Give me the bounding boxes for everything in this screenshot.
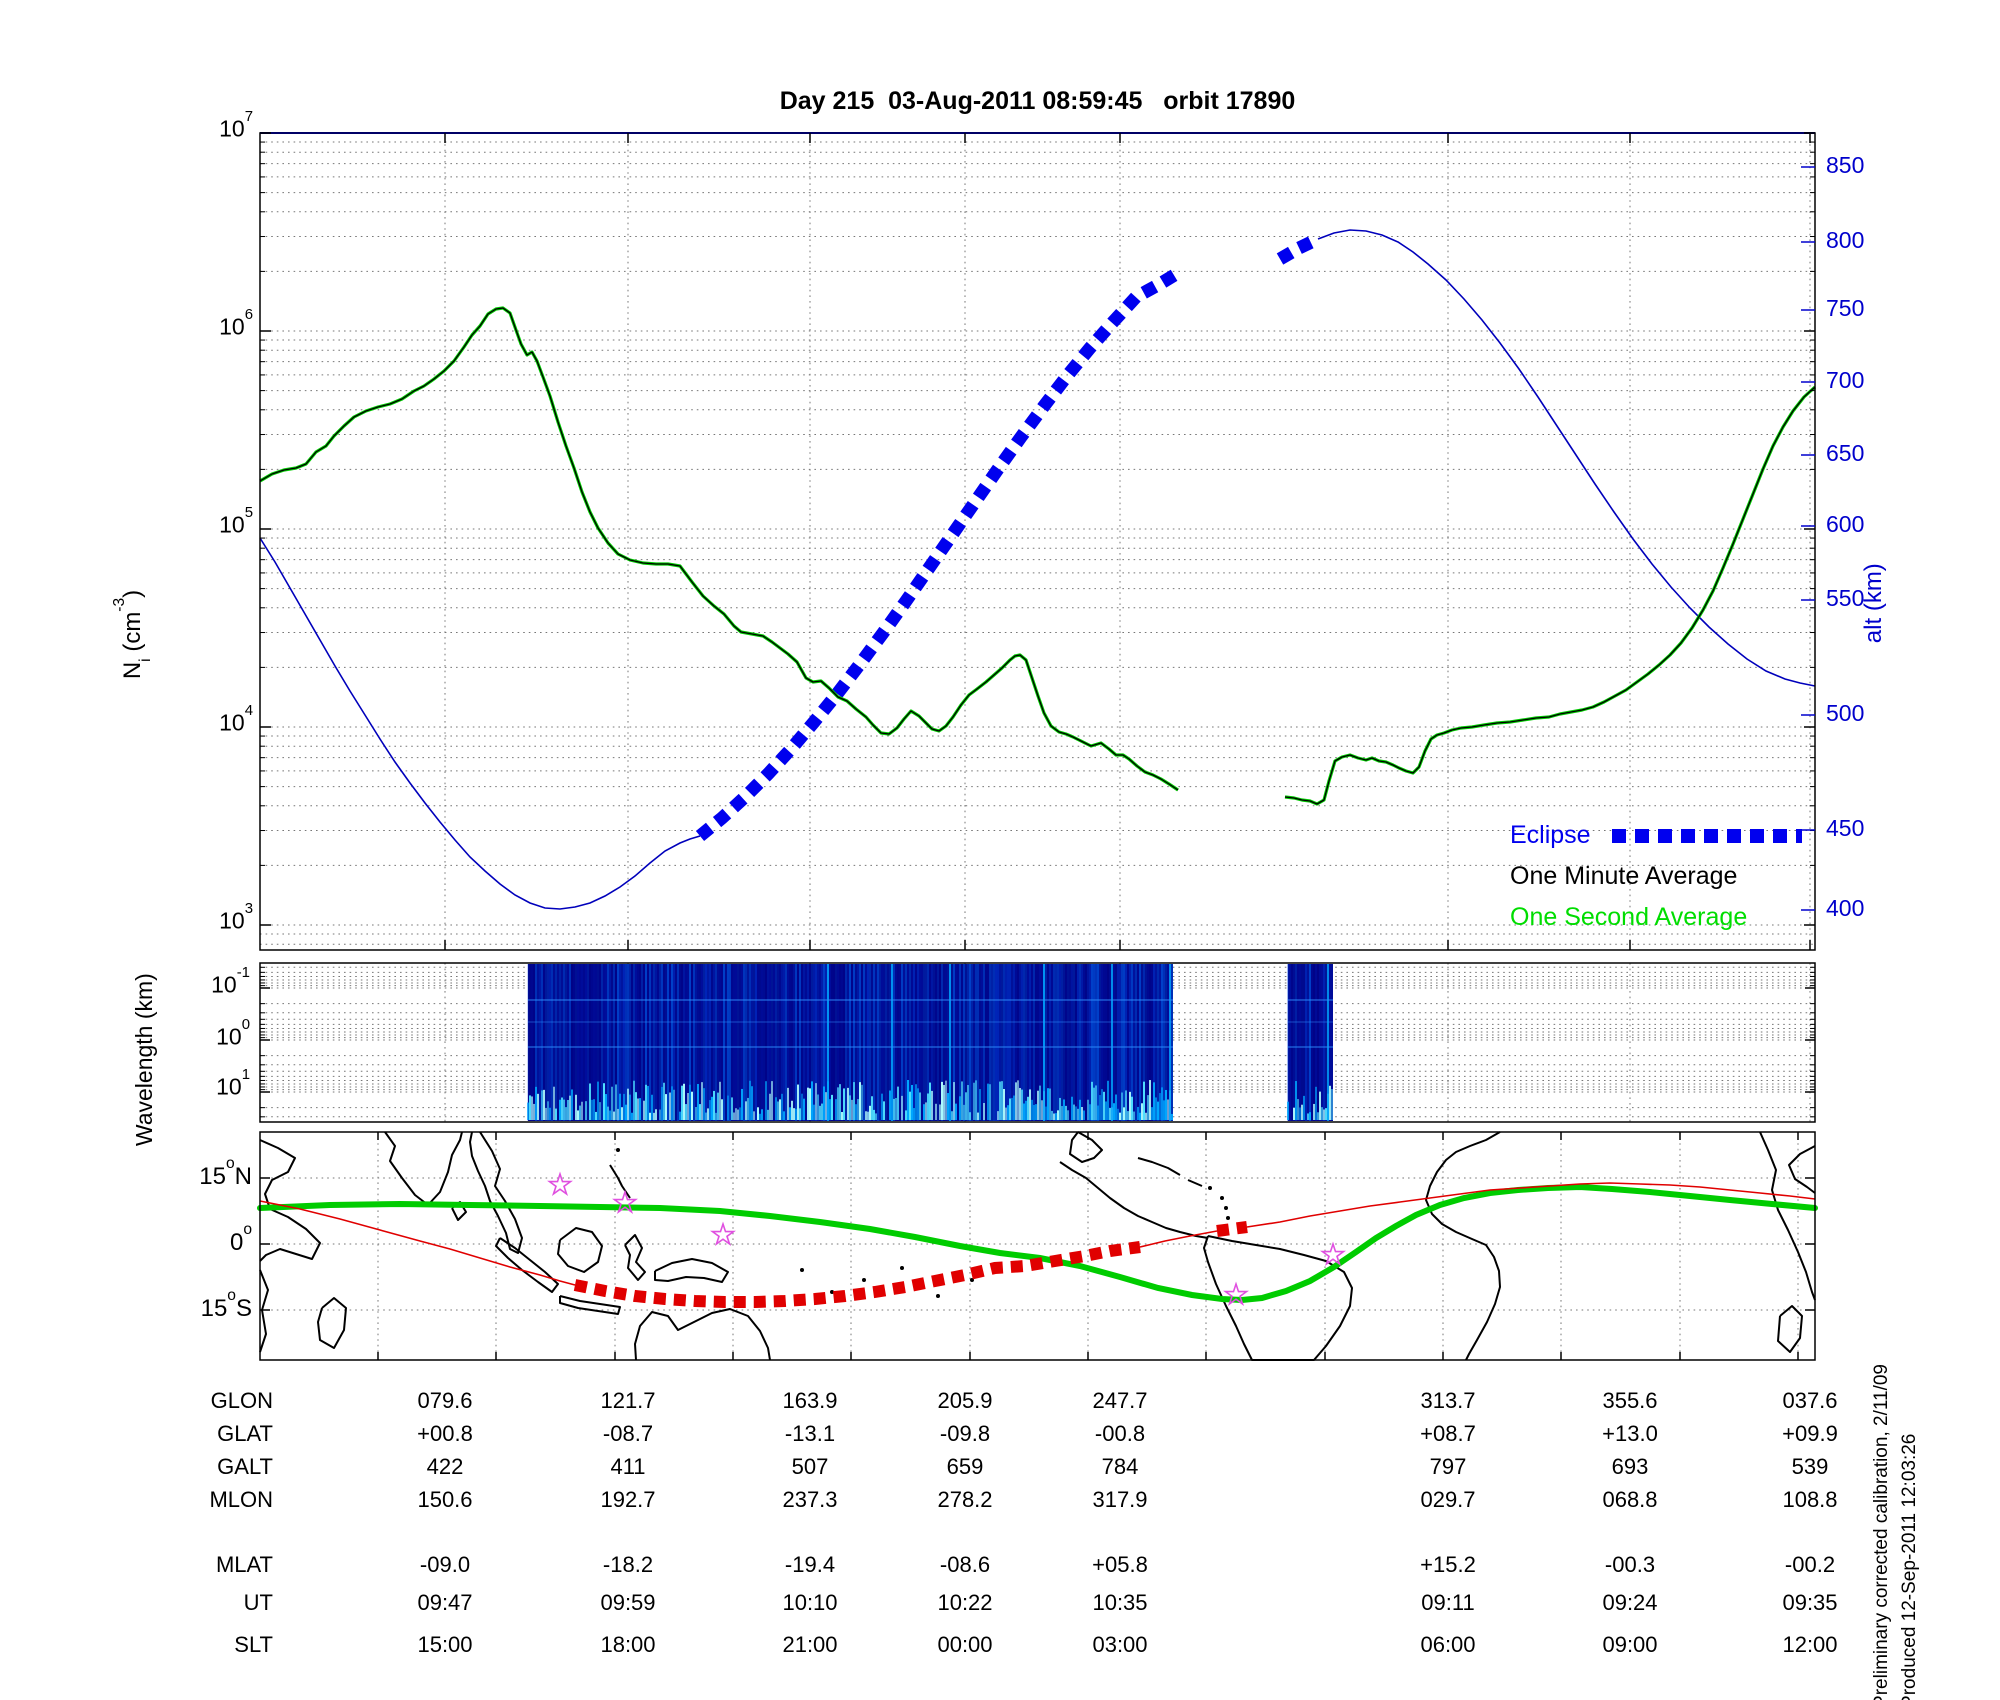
footer-note-calibration: Preliminary corrected calibration, 2/11/… xyxy=(1871,1364,1893,1700)
table-row-label-mlon: MLON xyxy=(209,1487,273,1512)
table-row-label-glat: GLAT xyxy=(217,1421,273,1446)
table-cell: -09.8 xyxy=(939,1421,991,1446)
table-cell: 317.9 xyxy=(1092,1487,1148,1512)
table-cell: 21:00 xyxy=(782,1632,838,1657)
table-cell: -08.7 xyxy=(602,1421,654,1446)
y-tick-label-ni: 106 xyxy=(219,306,253,340)
y-tick-label-alt: 650 xyxy=(1826,440,1865,466)
y-tick-label-ni: 104 xyxy=(219,702,253,736)
table-cell: 355.6 xyxy=(1602,1388,1658,1413)
wavelength-axis-title: Wavelength (km) xyxy=(130,973,157,1147)
table-cell: 784 xyxy=(1101,1454,1139,1479)
table-cell: 192.7 xyxy=(600,1487,656,1512)
y-tick-label-alt: 750 xyxy=(1826,295,1865,321)
y-tick-label-wavelength: 101 xyxy=(216,1066,250,1100)
table-cell: 15:00 xyxy=(417,1632,473,1657)
y-tick-label-alt: 800 xyxy=(1826,227,1865,253)
legend-item-0: Eclipse xyxy=(1510,821,1591,849)
table-cell: 163.9 xyxy=(782,1388,838,1413)
ni-axis-title: Ni (cm-3) xyxy=(110,589,155,680)
table-cell: 278.2 xyxy=(937,1487,993,1512)
y-tick-label-alt: 600 xyxy=(1826,511,1865,537)
table-cell: 10:22 xyxy=(937,1590,993,1615)
table-cell: -18.2 xyxy=(602,1552,654,1577)
table-cell: -00.3 xyxy=(1604,1552,1656,1577)
map-lat-label: 15oN xyxy=(199,1154,252,1190)
table-cell: 237.3 xyxy=(782,1487,838,1512)
table-row-label-slt: SLT xyxy=(234,1632,273,1657)
table-cell: 247.7 xyxy=(1092,1388,1148,1413)
table-cell: -08.6 xyxy=(939,1552,991,1577)
table-cell: -00.2 xyxy=(1784,1552,1836,1577)
y-tick-label-ni: 107 xyxy=(219,108,253,142)
table-cell: 10:10 xyxy=(782,1590,838,1615)
table-cell: 693 xyxy=(1611,1454,1649,1479)
table-cell: +00.8 xyxy=(417,1421,473,1446)
table-cell: 507 xyxy=(791,1454,829,1479)
table-cell: 09:11 xyxy=(1421,1590,1475,1615)
table-cell: +13.0 xyxy=(1602,1421,1658,1446)
y-tick-label-ni: 105 xyxy=(219,504,253,538)
y-tick-label-wavelength: 10-1 xyxy=(211,964,250,998)
table-cell: 09:59 xyxy=(600,1590,656,1615)
table-cell: 411 xyxy=(610,1454,646,1479)
alt-axis-title: alt (km) xyxy=(1859,563,1887,644)
legend-item-1: One Minute Average xyxy=(1510,862,1738,890)
legend-eclipse-dash-swatch xyxy=(1612,829,1802,843)
y-tick-label-ni: 103 xyxy=(219,900,253,934)
y-tick-label-alt: 450 xyxy=(1826,815,1865,841)
table-cell: 06:00 xyxy=(1420,1632,1476,1657)
plot-title: Day 215 03-Aug-2011 08:59:45 orbit 17890 xyxy=(779,87,1296,115)
footer-note-produced: Produced 12-Sep-2011 12:03:26 xyxy=(1899,1433,1921,1700)
table-cell: +09.9 xyxy=(1782,1421,1838,1446)
table-row-label-galt: GALT xyxy=(217,1454,273,1479)
table-cell: -19.4 xyxy=(784,1552,836,1577)
table-cell: +15.2 xyxy=(1420,1552,1476,1577)
table-cell: 09:47 xyxy=(417,1590,473,1615)
y-tick-label-alt: 400 xyxy=(1826,895,1865,921)
table-cell: -00.8 xyxy=(1094,1421,1146,1446)
table-cell: 09:00 xyxy=(1602,1632,1658,1657)
legend-item-2: One Second Average xyxy=(1510,903,1748,931)
table-cell: 121.7 xyxy=(600,1388,656,1413)
table-cell: 037.6 xyxy=(1782,1388,1838,1413)
table-cell: -09.0 xyxy=(419,1552,471,1577)
table-cell: 18:00 xyxy=(600,1632,656,1657)
table-row-label-mlat: MLAT xyxy=(215,1552,273,1577)
table-cell: 422 xyxy=(426,1454,464,1479)
table-cell: 029.7 xyxy=(1420,1487,1476,1512)
table-cell: 797 xyxy=(1429,1454,1467,1479)
y-tick-label-alt: 850 xyxy=(1826,152,1865,178)
y-tick-label-alt: 500 xyxy=(1826,700,1865,726)
table-row-label-glon: GLON xyxy=(210,1388,273,1413)
table-cell: -13.1 xyxy=(784,1421,836,1446)
y-tick-label-alt: 700 xyxy=(1826,367,1865,393)
table-cell: 10:35 xyxy=(1092,1590,1148,1615)
table-cell: 205.9 xyxy=(937,1388,993,1413)
table-row-label-ut: UT xyxy=(243,1590,273,1615)
map-lat-label: 0o xyxy=(229,1220,252,1256)
table-cell: 068.8 xyxy=(1602,1487,1658,1512)
table-cell: +05.8 xyxy=(1092,1552,1148,1577)
table-cell: 00:00 xyxy=(937,1632,993,1657)
table-cell: 12:00 xyxy=(1782,1632,1838,1657)
table-cell: 150.6 xyxy=(417,1487,473,1512)
table-cell: 09:35 xyxy=(1782,1590,1838,1615)
y-tick-label-alt: 550 xyxy=(1826,585,1865,611)
table-cell: 539 xyxy=(1791,1454,1829,1479)
map-lat-label: 15oS xyxy=(200,1286,252,1322)
table-cell: 108.8 xyxy=(1782,1487,1838,1512)
table-cell: +08.7 xyxy=(1420,1421,1476,1446)
table-cell: 079.6 xyxy=(417,1388,473,1413)
table-cell: 03:00 xyxy=(1092,1632,1148,1657)
y-tick-label-wavelength: 100 xyxy=(216,1016,250,1050)
table-cell: 09:24 xyxy=(1602,1590,1658,1615)
table-cell: 659 xyxy=(946,1454,984,1479)
table-cell: 313.7 xyxy=(1420,1388,1476,1413)
